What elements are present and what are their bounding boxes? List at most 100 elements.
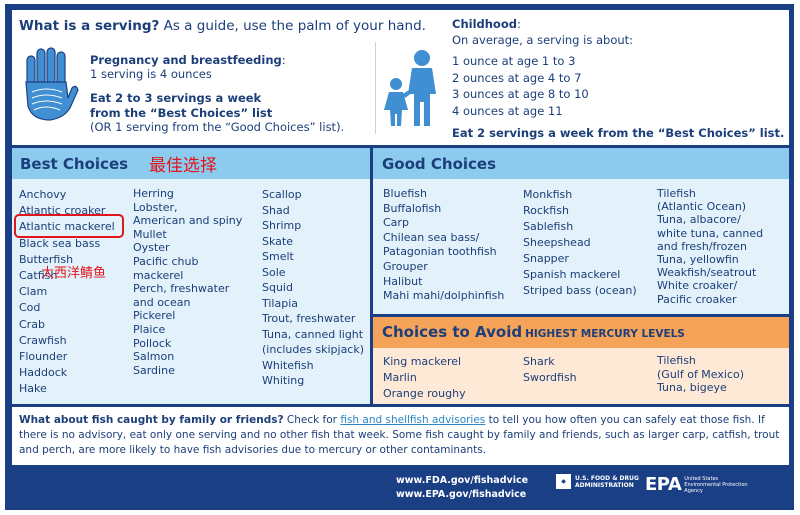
fish-item: Plaice <box>133 322 166 336</box>
fda-emblem-icon: ◆ <box>556 474 571 489</box>
fish-item: Flounder <box>19 350 68 364</box>
childhood-line: 4 ounces at age 11 <box>452 104 563 118</box>
good-choices-header: Good Choices <box>373 148 789 179</box>
best-column-2: Herring Lobster, American and spiny Mullet O… <box>133 187 242 377</box>
fish-item: Crab <box>19 317 45 331</box>
atlantic-mackerel-highlight <box>14 214 124 238</box>
good-column-1: Bluefish Buffalofish Carp Chilean sea bass/… <box>383 187 504 304</box>
fish-item: Tuna, yellowfin <box>657 253 739 267</box>
fish-item: Tuna, bigeye <box>657 381 727 395</box>
fish-item: Scallop <box>262 188 302 201</box>
fish-item: Shad <box>262 203 290 217</box>
childhood-line: 2 ounces at age 4 to 7 <box>452 71 582 85</box>
fish-item: Tilefish <box>657 354 696 367</box>
fish-item: Oyster <box>133 241 170 255</box>
avoid-header: Choices to Avoid HIGHEST MERCURY LEVELS <box>373 317 789 348</box>
fish-item: Anchovy <box>19 188 67 201</box>
fish-item: Butterfish <box>19 252 74 266</box>
fda-url[interactable]: www.FDA.gov/fishadvice <box>396 475 529 486</box>
palm-hand-icon <box>25 47 79 121</box>
best-choices-chinese-title: 最佳选择 <box>149 156 217 176</box>
family-caught-fish-note: What about fish caught by family or frie… <box>12 407 789 465</box>
avoid-title: Choices to Avoid HIGHEST MERCURY LEVELS <box>382 323 685 341</box>
fish-item: Salmon <box>133 350 175 364</box>
fish-item: American and spiny <box>133 214 243 228</box>
fish-item: mackerel <box>133 268 184 282</box>
fish-item: Weakfish/seatrout <box>657 266 757 280</box>
fish-item: Pacific croaker <box>657 292 737 306</box>
good-choices-title: Good Choices <box>382 155 497 173</box>
childhood-line: 3 ounces at age 8 to 10 <box>452 87 589 101</box>
fish-item: Clam <box>19 285 48 299</box>
fish-item: Spanish mackerel <box>523 268 621 281</box>
serving-heading: What is a serving? As a guide, use the p… <box>19 18 426 34</box>
fish-item: Mullet <box>133 227 167 241</box>
childhood-line: 1 ounce at age 1 to 3 <box>452 54 576 68</box>
fish-item: Swordfish <box>523 371 577 384</box>
fish-item: Orange roughy <box>383 387 466 400</box>
avoid-column-2: Shark Swordfish <box>523 354 577 386</box>
fish-item: Carp <box>383 216 409 230</box>
fish-item: Skate <box>262 234 293 248</box>
fish-item: white tuna, canned <box>657 226 764 240</box>
fish-item: Rockfish <box>523 204 569 217</box>
pregnancy-eat-note: (OR 1 serving from the “Good Choices” li… <box>90 120 345 134</box>
children-icon <box>384 50 436 126</box>
fish-item: Bluefish <box>383 187 427 200</box>
epa-url[interactable]: www.EPA.gov/fishadvice <box>396 489 527 500</box>
fish-item: Shark <box>523 355 555 368</box>
fish-item: Snapper <box>523 252 569 265</box>
fish-item: (Gulf of Mexico) <box>657 367 745 381</box>
fish-item: Crawfish <box>19 333 67 347</box>
epa-logo: EPA United States Environmental Protectio… <box>645 474 748 495</box>
good-choices-panel: Good Choices Bluefish Buffalofish Carp Chil… <box>373 148 789 314</box>
pregnancy-title: Pregnancy and breastfeeding: <box>90 53 286 67</box>
fda-logo: ◆ U.S. FOOD & DRUG ADMINISTRATION <box>556 474 639 489</box>
fish-item: Whitefish <box>262 358 314 372</box>
fish-item: Striped bass (ocean) <box>523 284 637 297</box>
fish-item: Pacific chub <box>133 254 199 268</box>
fish-item: Halibut <box>383 274 423 288</box>
fish-item: Pickerel <box>133 309 176 323</box>
fish-item: Hake <box>19 382 47 396</box>
fish-item: Tuna, albacore/ <box>657 213 741 227</box>
fish-item: Sablefish <box>523 220 574 233</box>
good-column-3: Tilefish (Atlantic Ocean) Tuna, albacore/w… <box>657 187 763 306</box>
fish-item: King mackerel <box>383 355 462 368</box>
atlantic-mackerel-chinese-label: 大西洋鲭鱼 <box>41 266 107 281</box>
fish-item: (includes skipjack) <box>262 343 365 356</box>
avoid-column-3: Tilefish (Gulf of Mexico) Tuna, bigeye <box>657 354 744 395</box>
pregnancy-serving: 1 serving is 4 ounces <box>90 67 212 81</box>
fish-item: Grouper <box>383 259 428 273</box>
pregnancy-eat-line: from the “Best Choices” list <box>90 106 273 120</box>
avoid-column-1: King mackerel Marlin Orange roughy <box>383 354 466 402</box>
fish-item: Smelt <box>262 250 294 263</box>
fish-item: Sheepshead <box>523 236 591 249</box>
advisories-link[interactable]: fish and shellfish advisories <box>340 414 486 426</box>
fish-item: Atlantic mackerel <box>19 220 115 234</box>
fish-item: Trout, freshwater <box>262 312 356 325</box>
fish-item: Squid <box>262 281 293 294</box>
fish-item: Haddock <box>19 366 68 380</box>
fish-item: Tilapia <box>262 296 299 310</box>
fish-item: Tilefish <box>657 187 696 200</box>
best-choices-panel: Best Choices 最佳选择 Anchovy Atlantic croake… <box>12 148 370 404</box>
best-choices-title: Best Choices <box>20 155 129 173</box>
best-choices-header: Best Choices 最佳选择 <box>12 148 370 179</box>
fish-item: Patagonian toothfish <box>383 245 497 259</box>
fish-item: Shrimp <box>262 219 302 232</box>
choices-to-avoid-panel: Choices to Avoid HIGHEST MERCURY LEVELS K… <box>373 317 789 404</box>
fish-item: Monkfish <box>523 188 573 201</box>
fish-item: and fresh/frozen <box>657 239 747 253</box>
childhood-eat-line: Eat 2 servings a week from the “Best Cho… <box>452 126 785 140</box>
fish-item: Pollock <box>133 336 172 350</box>
childhood-title: Childhood: <box>452 17 521 31</box>
fish-item: (Atlantic Ocean) <box>657 200 747 214</box>
fish-item: Cod <box>19 301 41 315</box>
best-column-3: Scallop Shad Shrimp Skate Smelt Sole Squid Tila… <box>262 187 364 389</box>
fish-item: Tuna, canned light <box>262 327 364 341</box>
pregnancy-eat-line: Eat 2 to 3 servings a week <box>90 91 262 105</box>
fish-item: White croaker/ <box>657 279 738 293</box>
fish-item: Marlin <box>383 371 417 384</box>
fish-item: Chilean sea bass/ <box>383 230 480 244</box>
